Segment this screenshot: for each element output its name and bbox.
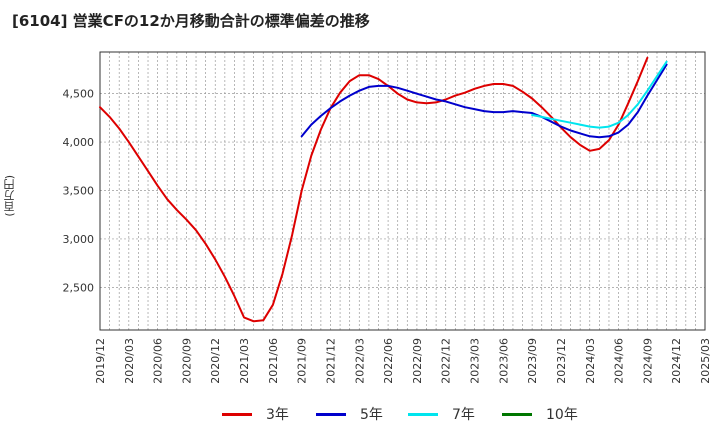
grid-lines (100, 52, 705, 330)
x-tick-label: 2020/03 (123, 338, 136, 384)
legend-item-7y: 7年 (408, 402, 475, 426)
legend-label-10y: 10年 (546, 407, 578, 423)
series-line-7年 (531, 60, 668, 129)
x-tick-label: 2020/09 (180, 338, 193, 384)
legend-label-3y: 3年 (266, 407, 289, 423)
legend-item-3y: 3年 (222, 402, 289, 426)
x-tick-label: 2022/06 (382, 338, 395, 384)
legend-label-7y: 7年 (452, 407, 475, 423)
y-tick-label: 3,500 (63, 185, 95, 198)
x-tick-label: 2022/03 (353, 338, 366, 384)
x-tick-label: 2023/03 (469, 338, 482, 384)
y-tick-label: 2,500 (63, 281, 95, 294)
x-tick-label: 2021/09 (296, 338, 309, 384)
legend: 3年 5年 7年 10年 (0, 402, 720, 426)
x-tick-label: 2024/12 (670, 338, 683, 384)
legend-label-5y: 5年 (360, 407, 383, 423)
x-tick-label: 2022/12 (440, 338, 453, 384)
x-tick-label: 2019/12 (94, 338, 107, 384)
x-tick-label: 2021/03 (238, 338, 251, 384)
legend-swatch-3y (222, 412, 252, 416)
x-tick-label: 2022/09 (411, 338, 424, 384)
x-tick-label: 2021/12 (324, 338, 337, 384)
x-tick-label: 2020/06 (152, 338, 165, 384)
series-line-5年 (300, 63, 668, 139)
x-tick-label: 2025/03 (699, 338, 712, 384)
series-line-3年 (99, 56, 649, 323)
y-tick-label: 4,500 (63, 88, 95, 101)
y-tick-label: 3,000 (63, 233, 95, 246)
x-tick-label: 2024/03 (584, 338, 597, 384)
x-tick-label: 2023/06 (497, 338, 510, 384)
legend-item-5y: 5年 (316, 402, 383, 426)
y-tick-labels: 2,500 3,000 3,500 4,000 4,500 (63, 88, 95, 295)
legend-swatch-10y (502, 412, 532, 416)
x-tick-label: 2023/09 (526, 338, 539, 384)
legend-item-10y: 10年 (502, 402, 578, 426)
plot-frame (99, 51, 706, 331)
x-tick-label: 2023/12 (555, 338, 568, 384)
legend-swatch-7y (408, 412, 438, 416)
series-lines (99, 56, 668, 323)
x-tick-label: 2020/12 (209, 338, 222, 384)
legend-swatch-5y (316, 412, 346, 416)
y-tick-label: 4,000 (63, 136, 95, 149)
x-tick-label: 2021/06 (267, 338, 280, 384)
chart-title: [6104] 営業CFの12か月移動合計の標準偏差の推移 (12, 12, 370, 30)
x-tick-label: 2024/09 (641, 338, 654, 384)
x-tick-labels: 2019/12 2020/03 2020/06 2020/09 2020/12 2021/… (94, 338, 712, 384)
x-tick-label: 2024/06 (613, 338, 626, 384)
